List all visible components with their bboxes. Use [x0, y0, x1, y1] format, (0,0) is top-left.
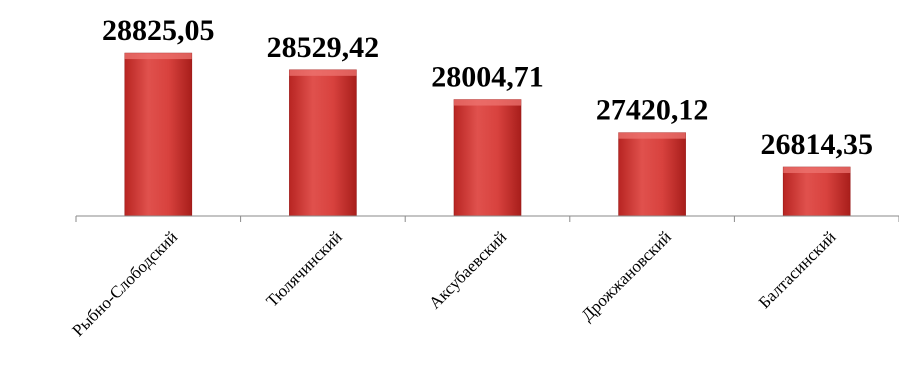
- bar-top-highlight: [289, 69, 357, 76]
- bar-rect: [453, 99, 522, 217]
- bar: [453, 99, 522, 217]
- value-labels-group: 28825,05 28529,42 28004,71 27420,12 26814,35: [102, 14, 873, 161]
- bar-rect: [782, 166, 851, 217]
- bar: [782, 166, 851, 217]
- category-label: Тюлячинский: [262, 227, 345, 310]
- value-label: 28825,05: [102, 14, 215, 47]
- bar-top-highlight: [454, 99, 521, 106]
- bar-top-highlight: [783, 167, 851, 174]
- bar-rect: [124, 52, 193, 217]
- bar-rect: [618, 132, 686, 217]
- bar: [124, 52, 193, 217]
- x-axis-ticks: [75, 216, 899, 222]
- category-label: Дрожжановский: [578, 227, 675, 324]
- bar-top-highlight: [618, 132, 686, 139]
- value-label: 28004,71: [431, 61, 544, 94]
- bar: [289, 69, 357, 217]
- value-label: 27420,12: [596, 94, 709, 127]
- category-label: Аксубаевский: [425, 227, 510, 312]
- bar: [618, 132, 686, 217]
- value-label: 28529,42: [267, 31, 380, 64]
- category-label: Балтасинский: [755, 227, 840, 312]
- category-labels-group: Рыбно-Слободский Тюлячинский Аксубаевский Д…: [68, 227, 839, 340]
- bar-rect: [289, 69, 357, 217]
- value-label: 26814,35: [760, 128, 873, 161]
- category-label: Рыбно-Слободский: [68, 227, 181, 340]
- bar-top-highlight: [124, 53, 192, 60]
